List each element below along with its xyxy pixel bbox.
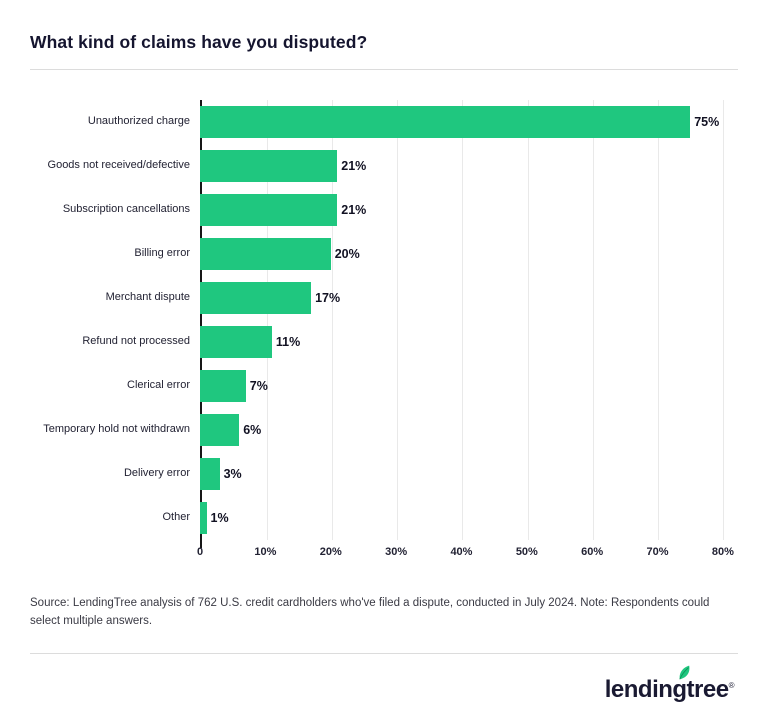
value-label: 21% — [341, 203, 367, 217]
category-label: Unauthorized charge — [87, 115, 190, 128]
bar-rows: Unauthorized charge 75% Goods not received… — [30, 100, 738, 540]
bar-track: 17% — [200, 276, 736, 320]
bar — [200, 150, 338, 182]
x-tick-label: 20% — [319, 546, 342, 558]
bar-track: 21% — [200, 188, 736, 232]
x-tick-label: 40% — [450, 546, 473, 558]
x-tick-label: 80% — [711, 546, 734, 558]
source-note: Source: LendingTree analysis of 762 U.S.… — [30, 597, 710, 628]
value-label: 1% — [210, 511, 229, 525]
gridline — [462, 100, 464, 540]
value-label: 17% — [315, 291, 341, 305]
value-label: 21% — [341, 159, 367, 173]
category-label: Refund not processed — [82, 335, 190, 348]
bar — [200, 106, 691, 138]
logo-registered-mark: ® — [728, 680, 735, 690]
bar-track: 3% — [200, 452, 736, 496]
gridline — [332, 100, 334, 540]
bar-row: Clerical error 7% — [30, 364, 738, 408]
plot-area — [200, 100, 736, 548]
x-tick-label: 60% — [581, 546, 604, 558]
bar-row: Merchant dispute 17% — [30, 276, 738, 320]
gridline — [592, 100, 594, 540]
bar — [200, 502, 207, 534]
bar-chart: Unauthorized charge 75% Goods not received… — [30, 100, 738, 568]
bar-row: Billing error 20% — [30, 232, 738, 276]
bar-row: Delivery error 3% — [30, 452, 738, 496]
category-label: Delivery error — [123, 467, 190, 480]
value-label: 75% — [694, 115, 720, 129]
footer: lendingtree® — [0, 654, 768, 704]
bar-track: 21% — [200, 144, 736, 188]
bottom-divider — [30, 652, 738, 654]
bar — [200, 282, 312, 314]
bar-track: 1% — [200, 496, 736, 540]
x-tick-label: 50% — [515, 546, 538, 558]
bar-row: Temporary hold not withdrawn 6% — [30, 408, 738, 452]
x-tick-label: 0 — [196, 546, 204, 558]
x-tick-label: 70% — [646, 546, 669, 558]
x-axis-ticks: 0 10% 20% 30% 40% 50% 60% 70% 80% — [196, 540, 736, 564]
value-label: 6% — [243, 423, 262, 437]
category-label: Temporary hold not withdrawn — [43, 423, 190, 436]
value-label: 7% — [249, 379, 268, 393]
bar — [200, 238, 331, 270]
bar-row: Goods not received/defective 21% — [30, 144, 738, 188]
category-label: Merchant dispute — [105, 291, 190, 304]
bar-track: 6% — [200, 408, 736, 452]
x-tick-label: 30% — [385, 546, 408, 558]
category-label: Other — [162, 511, 190, 524]
x-tick-label: 10% — [254, 546, 277, 558]
bar-track: 20% — [200, 232, 736, 276]
value-label: 11% — [275, 335, 301, 349]
bar — [200, 414, 240, 446]
bar — [200, 370, 246, 402]
gridline — [527, 100, 529, 540]
lendingtree-logo: lendingtree® — [604, 665, 735, 704]
logo-text: lendingtree — [604, 675, 729, 703]
gridline — [657, 100, 659, 540]
bar-track: 7% — [200, 364, 736, 408]
bar — [200, 326, 272, 358]
category-label: Billing error — [134, 247, 190, 260]
category-label: Goods not received/defective — [47, 159, 190, 172]
gridline — [722, 100, 724, 540]
top-divider — [30, 69, 738, 70]
category-label: Clerical error — [127, 379, 190, 392]
leaf-icon — [679, 665, 690, 680]
gridline — [267, 100, 269, 540]
bar — [200, 194, 338, 226]
value-label: 20% — [334, 247, 360, 261]
gridline — [397, 100, 399, 540]
bar-track: 11% — [200, 320, 736, 364]
value-label: 3% — [223, 467, 242, 481]
category-label: Subscription cancellations — [62, 203, 190, 216]
bar — [200, 458, 220, 490]
bar-track: 75% — [200, 100, 736, 144]
bar-row: Other 1% — [30, 496, 738, 540]
chart-title: What kind of claims have you disputed? — [30, 32, 368, 52]
bar-row: Refund not processed 11% — [30, 320, 738, 364]
bar-row: Subscription cancellations 21% — [30, 188, 738, 232]
bar-row: Unauthorized charge 75% — [30, 100, 738, 144]
